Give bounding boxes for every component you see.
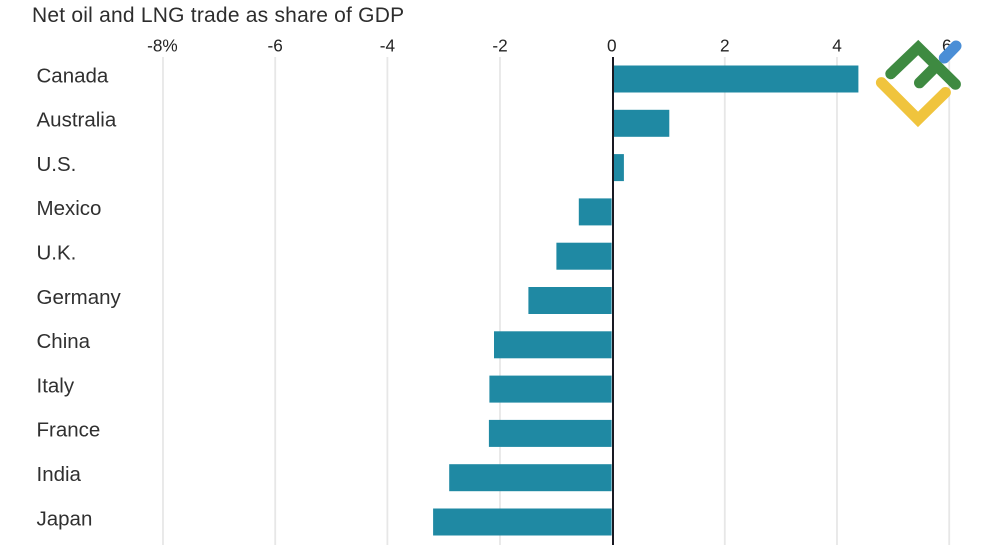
svg-text:-2: -2 <box>492 35 507 55</box>
svg-text:-8%: -8% <box>147 35 178 55</box>
svg-text:2: 2 <box>720 35 730 55</box>
svg-text:France: France <box>37 419 101 442</box>
svg-text:Italy: Italy <box>37 374 75 397</box>
svg-text:-4: -4 <box>380 35 396 55</box>
svg-text:-6: -6 <box>268 35 283 55</box>
svg-text:U.S.: U.S. <box>37 153 77 176</box>
svg-text:India: India <box>37 463 82 486</box>
svg-text:Australia: Australia <box>37 109 117 132</box>
svg-text:China: China <box>37 330 91 353</box>
svg-text:U.K.: U.K. <box>37 242 77 265</box>
svg-text:Net oil and LNG trade as share: Net oil and LNG trade as share of GDP <box>32 4 404 27</box>
svg-text:Germany: Germany <box>37 286 122 309</box>
svg-text:6: 6 <box>942 35 952 55</box>
svg-text:Mexico: Mexico <box>37 197 102 220</box>
svg-text:Japan: Japan <box>37 507 93 530</box>
svg-text:0: 0 <box>607 35 617 55</box>
svg-text:4: 4 <box>832 35 842 55</box>
svg-text:Canada: Canada <box>37 64 109 87</box>
